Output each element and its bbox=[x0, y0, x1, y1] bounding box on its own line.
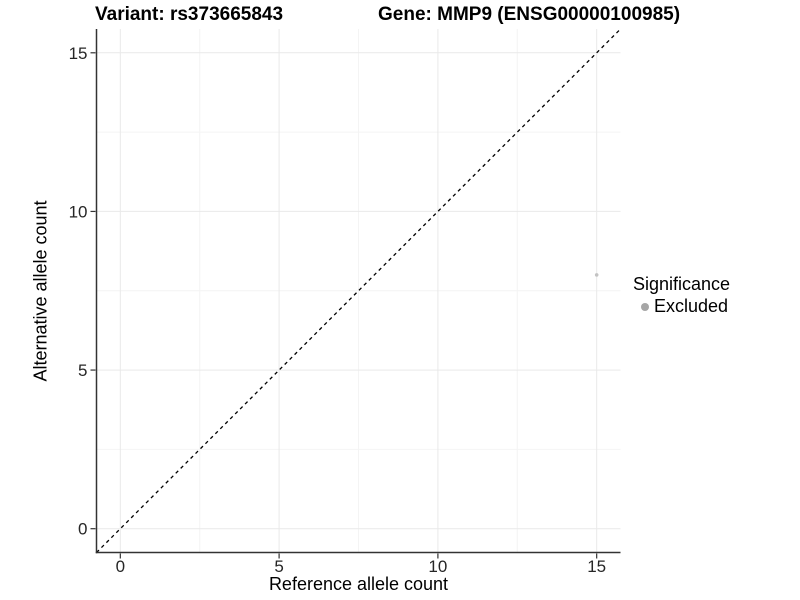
y-tick-label: 10 bbox=[69, 202, 88, 221]
y-axis-title: Alternative allele count bbox=[30, 200, 51, 382]
x-tick-label: 0 bbox=[116, 557, 125, 576]
identity-line bbox=[96, 28, 621, 553]
plot-title-gene: Gene: MMP9 (ENSG00000100985) bbox=[378, 4, 681, 25]
x-tick-label: 5 bbox=[274, 557, 283, 576]
legend-title: Significance bbox=[633, 274, 731, 294]
plot-title-variant: Variant: rs373665843 bbox=[95, 4, 284, 25]
legend-entry-excluded: Excluded bbox=[633, 296, 730, 317]
y-tick-label: 5 bbox=[78, 361, 87, 380]
y-tick-label: 0 bbox=[78, 520, 87, 539]
legend: Significance Excluded bbox=[633, 274, 730, 317]
x-axis-title: Reference allele count bbox=[268, 574, 449, 594]
data-point bbox=[594, 273, 599, 277]
y-tick-label: 15 bbox=[69, 44, 88, 63]
legend-entry-label: Excluded bbox=[654, 296, 729, 316]
legend-point-icon bbox=[641, 302, 649, 311]
x-tick-label: 10 bbox=[428, 557, 447, 576]
x-tick-label: 15 bbox=[587, 557, 606, 576]
